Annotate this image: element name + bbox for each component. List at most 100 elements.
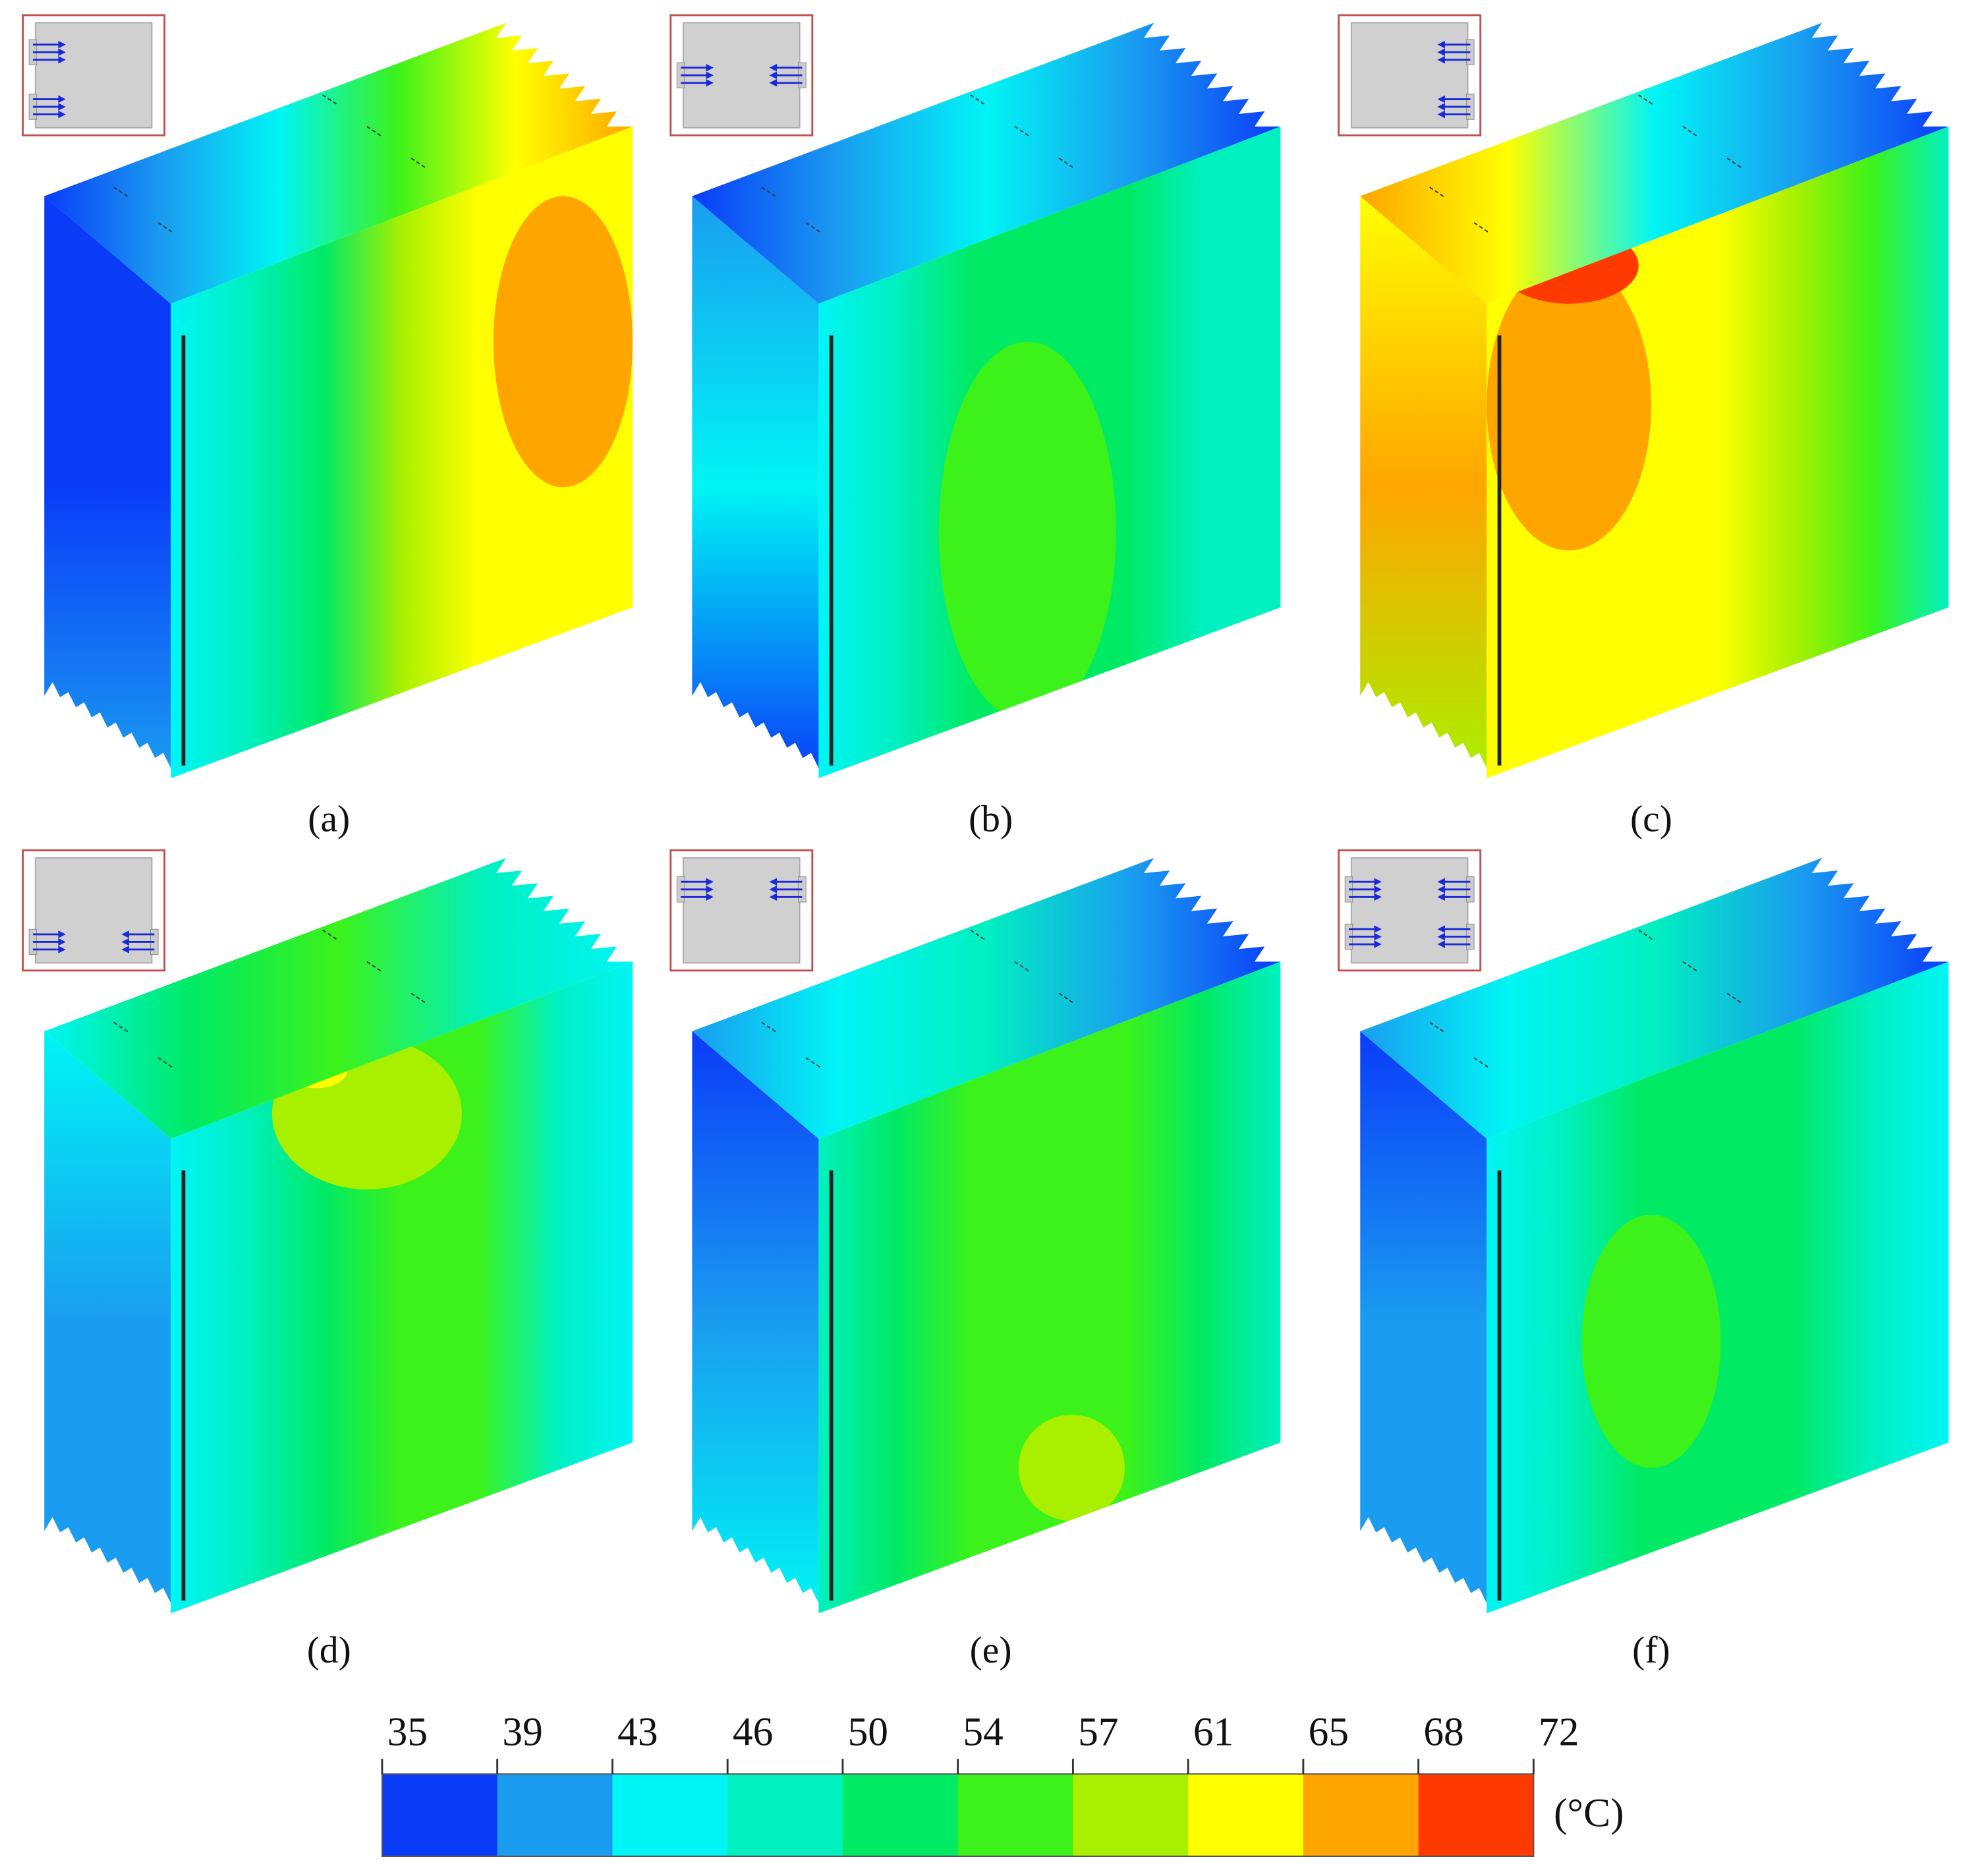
arrow-head [1437,925,1445,933]
arrow-head [121,938,129,946]
colorbar-tick-label: 46 [733,1710,773,1755]
contour-region [1487,259,1651,551]
fin-mark [322,94,339,106]
arrow-head [121,946,129,953]
colorbar-tick-label: 43 [617,1710,658,1755]
fin-mark [411,992,427,1004]
contour-region [938,341,1116,722]
colorbar-segment [957,1774,1074,1857]
side-face [1360,196,1487,778]
fin-mark [322,929,339,941]
top-face [44,22,633,304]
fin-mark [805,1057,822,1069]
arrow-head [58,930,66,938]
colorbar-segment [612,1774,729,1857]
inset-plate [34,857,153,964]
fin-mark [1429,186,1446,198]
colorbar-segment [1418,1774,1535,1857]
top-face [1360,22,1949,304]
fin-mark [1058,992,1075,1004]
inset-plate [682,857,801,964]
arrow-head [58,95,66,103]
arrow-head [1374,878,1382,886]
fin-mark [1058,157,1075,169]
side-face [692,196,819,778]
panel-label: (b) [969,798,1013,839]
arrow-head [1437,110,1445,119]
arrow-head [1437,48,1445,56]
inset-plate [1350,22,1469,128]
arrow-head [58,40,66,49]
fin-mark [761,186,778,198]
colorbar-tick-label: 50 [848,1710,888,1755]
fin-mark [366,126,383,138]
colorbar-segment [1073,1774,1189,1857]
colorbar-tick-label: 65 [1309,1710,1349,1755]
colorbar-segment [727,1774,843,1857]
arrow-head [769,886,778,894]
colorbar-tick-label: 54 [963,1710,1003,1755]
arrow-head [769,893,778,901]
fin-mark [113,186,130,198]
fin-mark [1473,1057,1490,1069]
front-face [1487,961,1949,1614]
arrow-head [58,938,66,946]
side-face [1360,1031,1487,1614]
top-face [692,22,1281,304]
fin-mark [1726,157,1743,169]
fin-mark [805,222,822,234]
arrow-head [58,48,66,56]
colorbar-tick-label: 72 [1539,1710,1579,1755]
inset-plate [34,22,153,128]
arrow-head [1374,893,1382,901]
fin-mark [1638,94,1655,106]
arrow-head [1437,940,1445,948]
arrow-head [1437,103,1445,111]
fin-mark [411,157,427,169]
arrow-head [1374,932,1382,941]
arrow-head [121,930,129,938]
fin-mark [157,222,174,234]
arrow-head [706,878,714,886]
arrow-head [1437,878,1445,886]
panel-label: (e) [970,1630,1012,1671]
fin-mark [113,1021,130,1033]
contour-panel [1338,849,1949,1614]
arrow-head [769,71,778,80]
arrow-head [1437,932,1445,941]
arrow-head [1374,925,1382,933]
top-face [1360,857,1949,1139]
colorbar-segment [1188,1774,1304,1857]
fin-mark [366,961,383,973]
colorbar-segment [497,1774,613,1857]
fin-mark [1682,126,1699,138]
arrow-head [1437,55,1445,64]
arrow-head [706,71,714,80]
fin-mark [1014,126,1031,138]
panel-label: (f) [1632,1630,1670,1671]
fin-mark [1682,961,1699,973]
fin-mark [1429,1021,1446,1033]
fin-mark [761,1021,778,1033]
panel-label: (a) [308,798,350,839]
inset-plate [1350,857,1469,964]
colorbar-tick-label: 39 [502,1710,542,1755]
arrow-head [1437,95,1445,103]
arrow-head [1374,940,1382,948]
fin-mark [1638,929,1655,941]
arrow-head [1437,893,1445,901]
panel-label: (c) [1630,798,1672,839]
arrow-head [1437,40,1445,49]
fin-mark [1014,961,1031,973]
colorbar-segment [382,1774,498,1857]
arrow-head [706,886,714,894]
colorbar-segment [1303,1774,1419,1857]
colorbar-tick-label: 61 [1193,1710,1233,1755]
arrow-head [769,878,778,886]
colorbar-segment [842,1774,959,1857]
top-face [692,857,1281,1139]
front-face [818,961,1281,1614]
arrow-head [706,63,714,72]
